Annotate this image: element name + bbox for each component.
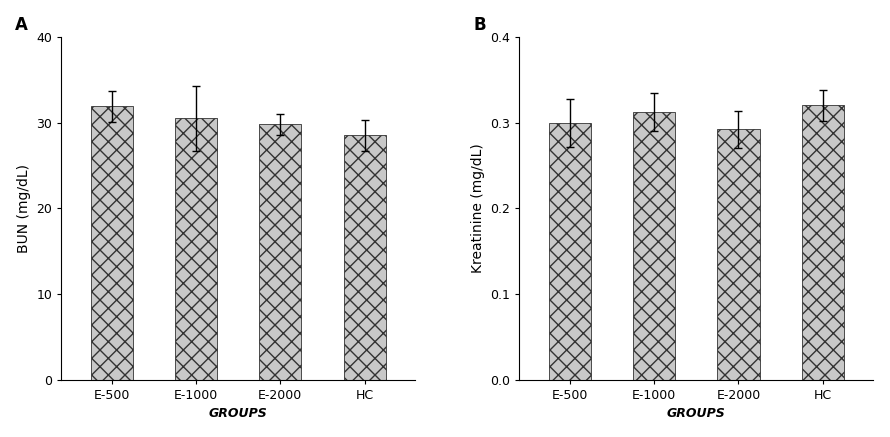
Y-axis label: BUN (mg/dL): BUN (mg/dL) (17, 164, 30, 253)
X-axis label: GROUPS: GROUPS (667, 407, 725, 420)
Bar (717, 129, 759, 380)
Bar (91, 106, 133, 380)
Y-axis label: Kreatinine (mg/dL): Kreatinine (mg/dL) (471, 143, 485, 273)
Bar (802, 105, 844, 380)
Bar (633, 112, 676, 380)
Text: B: B (473, 16, 486, 34)
X-axis label: GROUPS: GROUPS (209, 407, 268, 420)
Bar (259, 124, 302, 380)
Bar (549, 123, 591, 380)
Bar (175, 118, 217, 380)
Text: A: A (15, 16, 28, 34)
Bar (344, 135, 385, 380)
